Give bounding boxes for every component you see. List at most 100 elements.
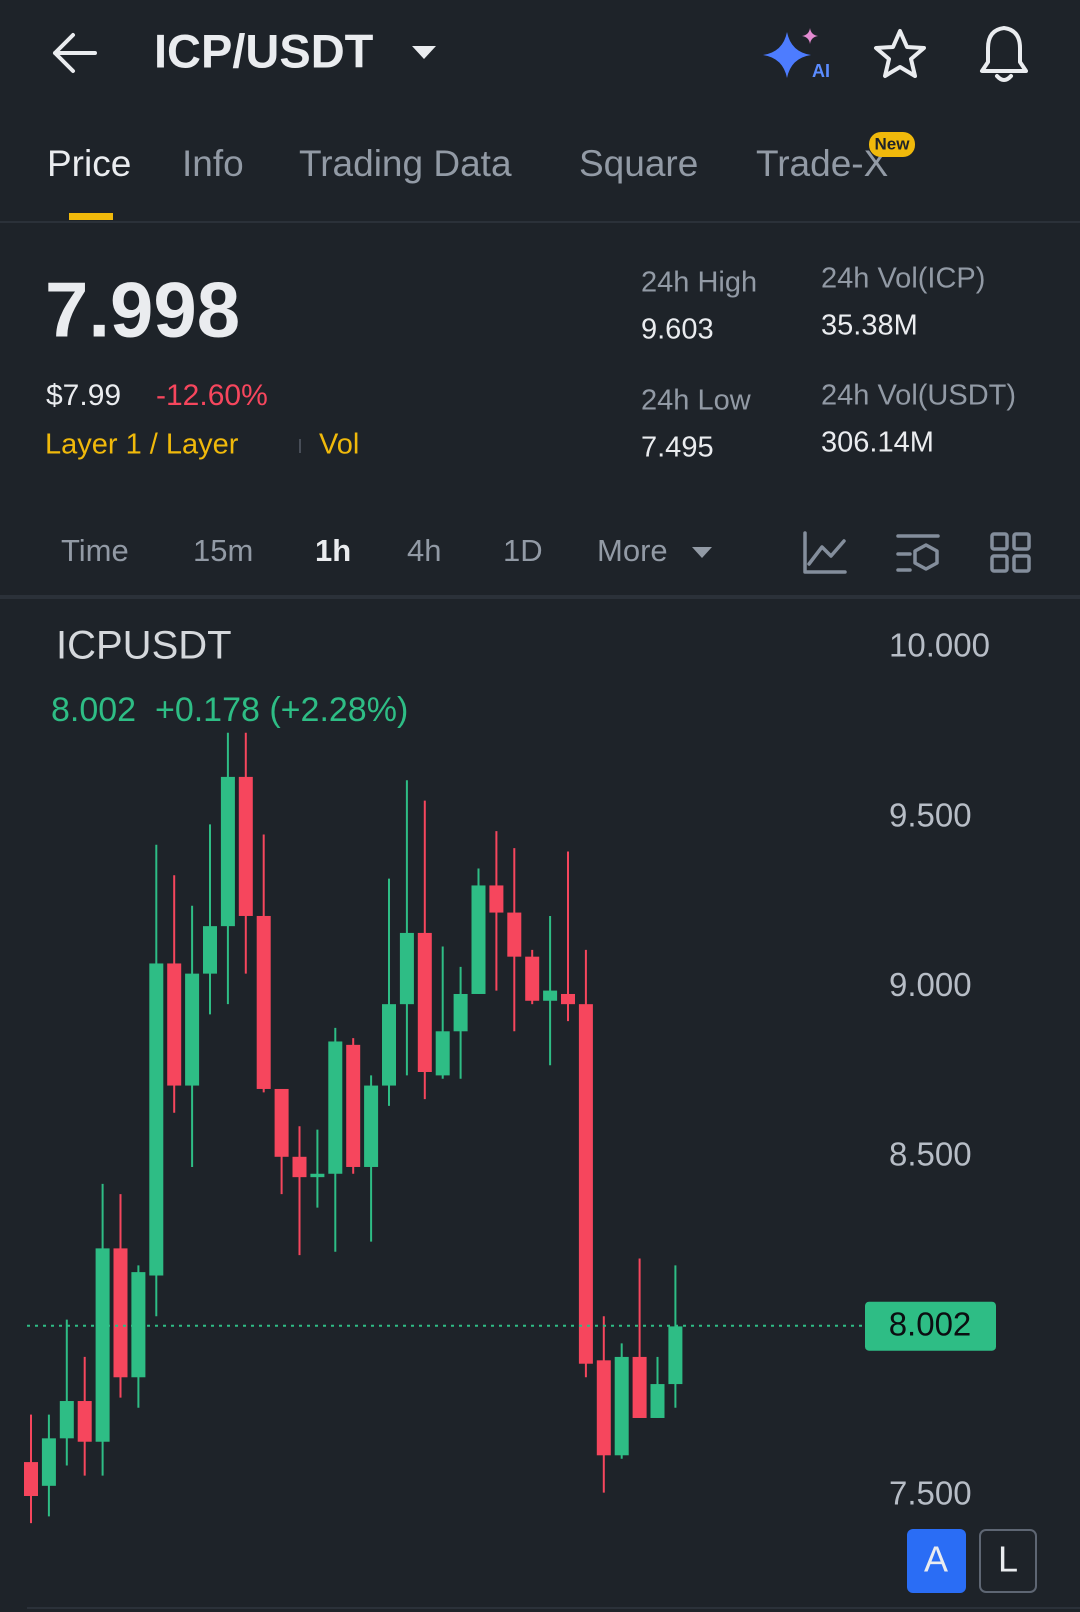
new-badge: New bbox=[875, 134, 911, 153]
candle-body bbox=[650, 1384, 665, 1418]
candle-body bbox=[578, 1004, 593, 1364]
last-price-tag bbox=[865, 1301, 996, 1351]
candle-body bbox=[220, 776, 235, 927]
auto-scale-button[interactable]: A bbox=[924, 1539, 948, 1580]
separator bbox=[0, 221, 1080, 223]
candle-body bbox=[24, 1462, 38, 1496]
tab[interactable]: Square bbox=[579, 143, 698, 184]
settings-hex bbox=[913, 543, 939, 571]
candle-body bbox=[292, 1156, 307, 1178]
candle-body bbox=[561, 993, 575, 1005]
auto-scale-bg[interactable] bbox=[907, 1529, 966, 1593]
pair-title[interactable]: ICP/USDT bbox=[154, 24, 374, 77]
candle-body bbox=[167, 963, 182, 1086]
layout-cell bbox=[1012, 554, 1031, 573]
chart-title: ICPUSDT bbox=[56, 624, 232, 668]
indicator-button[interactable] bbox=[803, 531, 847, 574]
stat-label: 24h Vol(ICP) bbox=[821, 263, 985, 295]
candle-body bbox=[632, 1356, 647, 1418]
stat-label: 24h High bbox=[641, 267, 757, 299]
stat-value: 7.495 bbox=[641, 432, 714, 464]
candle-body bbox=[203, 926, 217, 974]
stat-label: 24h Low bbox=[641, 385, 752, 417]
candle-body bbox=[256, 915, 271, 1089]
candle-body bbox=[614, 1356, 629, 1456]
candle-body bbox=[525, 956, 540, 1001]
candle-body bbox=[113, 1248, 128, 1378]
tag-divider bbox=[299, 439, 301, 453]
settings-button[interactable] bbox=[896, 534, 940, 572]
tab[interactable]: Trade-X bbox=[756, 143, 888, 184]
candle-body bbox=[489, 885, 504, 913]
candle-body bbox=[41, 1438, 56, 1486]
y-tick-label: 7.500 bbox=[889, 1475, 972, 1512]
timeframe[interactable]: Time bbox=[61, 533, 129, 568]
candle-body bbox=[417, 932, 432, 1072]
timeframe[interactable]: 4h bbox=[407, 533, 441, 568]
alert-button[interactable] bbox=[980, 26, 1028, 82]
candle-body bbox=[346, 1044, 361, 1167]
candle-body bbox=[185, 973, 200, 1086]
bell bbox=[980, 26, 1028, 73]
tab-indicator bbox=[69, 213, 113, 220]
stat-value: 306.14M bbox=[821, 427, 934, 459]
category-tag[interactable]: Layer 1 / Layer bbox=[45, 429, 239, 461]
timeframe[interactable]: 15m bbox=[193, 533, 253, 568]
tab[interactable]: Trading Data bbox=[299, 143, 512, 184]
candle-body bbox=[328, 1041, 343, 1174]
ai-sparkle bbox=[763, 32, 811, 78]
candle-body bbox=[668, 1326, 683, 1385]
favorite-button[interactable] bbox=[874, 29, 926, 78]
candle-body bbox=[149, 963, 164, 1276]
layout-cell bbox=[1012, 532, 1031, 551]
settings-lines bbox=[896, 534, 940, 572]
timeframe[interactable]: 1h bbox=[315, 533, 351, 568]
log-scale-button[interactable]: L bbox=[998, 1539, 1018, 1580]
chart: ICPUSDT 8.002 +0.178 (+2.28%) 10.000 9.50… bbox=[24, 624, 996, 1524]
candle-body bbox=[435, 1031, 450, 1076]
last-price: 7.998 bbox=[45, 266, 240, 354]
separator bbox=[0, 595, 1080, 599]
back-button[interactable] bbox=[53, 33, 97, 73]
candle-body bbox=[382, 1004, 396, 1086]
tab[interactable]: Price bbox=[47, 143, 131, 184]
ai-sparkle-small bbox=[802, 28, 818, 44]
stat-label: 24h Vol(USDT) bbox=[821, 380, 1016, 412]
timeframe[interactable]: 1D bbox=[503, 533, 543, 568]
usd-price: $7.99 bbox=[46, 379, 121, 412]
stat-value: 9.603 bbox=[641, 314, 714, 346]
ai-label: AI bbox=[812, 61, 830, 81]
candle-body bbox=[364, 1085, 379, 1167]
last-price-label: 8.002 bbox=[889, 1305, 972, 1342]
timeframe[interactable]: More bbox=[597, 533, 668, 568]
chart-subtitle: 8.002 +0.178 (+2.28%) bbox=[51, 691, 408, 729]
layout-cell bbox=[990, 532, 1009, 551]
candle-body bbox=[399, 932, 414, 1005]
candle-body bbox=[310, 1173, 325, 1178]
ai-button[interactable]: AI bbox=[763, 28, 830, 81]
y-tick-label: 9.500 bbox=[889, 796, 972, 833]
candle-body bbox=[59, 1401, 74, 1439]
y-tick-label: 10.000 bbox=[889, 627, 990, 664]
y-tick-label: 9.000 bbox=[889, 966, 972, 1003]
layout-button[interactable] bbox=[990, 532, 1031, 573]
candle-body bbox=[596, 1360, 611, 1456]
candle-body bbox=[274, 1088, 289, 1157]
bottom-edge bbox=[27, 1607, 1080, 1609]
candle-body bbox=[453, 993, 468, 1032]
y-tick-label: 8.500 bbox=[889, 1136, 972, 1173]
new-badge-bg bbox=[869, 132, 915, 157]
tab[interactable]: Info bbox=[182, 143, 244, 184]
price-change: -12.60% bbox=[156, 379, 268, 412]
candle-body bbox=[77, 1401, 92, 1442]
candle-body bbox=[95, 1248, 110, 1442]
stat-value: 35.38M bbox=[821, 310, 918, 342]
pair-dropdown[interactable] bbox=[412, 46, 436, 59]
more-dropdown[interactable] bbox=[692, 547, 712, 558]
candle-body bbox=[238, 776, 253, 916]
candle-body bbox=[471, 885, 486, 994]
log-scale-bg[interactable] bbox=[979, 1529, 1037, 1593]
vol-tag[interactable]: Vol bbox=[319, 429, 359, 461]
candle-body bbox=[543, 990, 558, 1001]
